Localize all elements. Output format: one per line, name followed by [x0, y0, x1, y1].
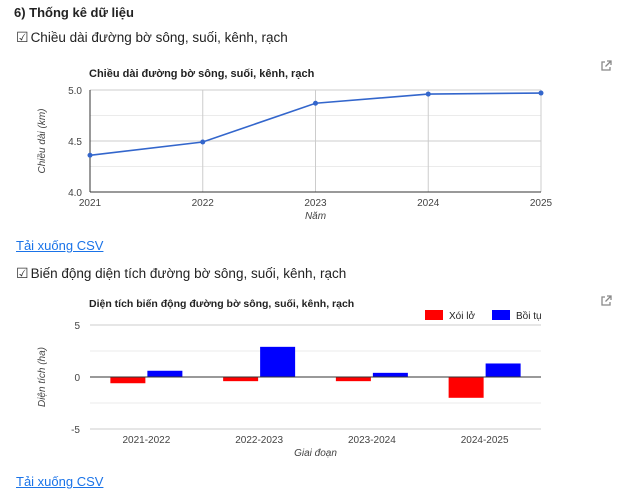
- data-point: [87, 152, 93, 158]
- x-tick-label: 2024: [417, 198, 440, 209]
- download-csv-link-1[interactable]: Tải xuống CSV: [16, 238, 104, 253]
- bar: [223, 377, 259, 382]
- check-icon[interactable]: ☑: [16, 265, 29, 281]
- bar: [372, 372, 408, 377]
- chart1-toggle-label: Chiều dài đường bờ sông, suối, kênh, rạc…: [30, 30, 288, 45]
- data-point: [200, 139, 206, 145]
- x-tick-label: 2024-2025: [461, 435, 509, 446]
- external-link-icon[interactable]: [600, 60, 612, 72]
- x-axis-label: Năm: [305, 211, 326, 222]
- y-tick-label: 5.0: [68, 86, 82, 97]
- y-tick-label: 4.5: [68, 137, 82, 148]
- y-axis-label: Chiều dài (km): [36, 108, 48, 173]
- legend-label: Bồi tụ: [516, 310, 542, 322]
- section-title: 6) Thống kê dữ liệu: [14, 5, 134, 20]
- x-axis-label: Giai đoạn: [294, 448, 337, 459]
- bar-chart: Diện tích biến động đường bờ sông, suối,…: [37, 298, 542, 459]
- bar: [448, 377, 484, 398]
- download-csv-link-2[interactable]: Tải xuống CSV: [16, 474, 104, 489]
- legend-swatch: [425, 310, 443, 320]
- chart2-toggle-label: Biến động diện tích đường bờ sông, suối,…: [30, 266, 347, 281]
- line-chart: Chiều dài đường bờ sông, suối, kênh, rạc…: [36, 68, 553, 222]
- chart1-toggle[interactable]: ☑ Chiều dài đường bờ sông, suối, kênh, r…: [16, 29, 288, 46]
- legend-swatch: [492, 310, 510, 320]
- x-tick-label: 2021-2022: [122, 435, 170, 446]
- data-point: [538, 90, 544, 96]
- line-chart-container: Chiều dài đường bờ sông, suối, kênh, rạc…: [14, 55, 618, 230]
- bar: [485, 363, 521, 377]
- x-tick-label: 2023-2024: [348, 435, 396, 446]
- bar: [335, 377, 371, 382]
- bar: [147, 370, 183, 377]
- chart-title: Diện tích biến động đường bờ sông, suối,…: [89, 298, 354, 310]
- x-tick-label: 2023: [304, 198, 327, 209]
- x-tick-label: 2025: [530, 198, 553, 209]
- data-point: [425, 91, 431, 97]
- chart-title: Chiều dài đường bờ sông, suối, kênh, rạc…: [89, 68, 315, 80]
- y-tick-label: 4.0: [68, 188, 82, 199]
- bar: [110, 377, 146, 384]
- data-point: [313, 100, 318, 106]
- y-tick-label: 0: [74, 373, 80, 384]
- x-tick-label: 2022: [192, 198, 215, 209]
- chart2-toggle[interactable]: ☑ Biến động diện tích đường bờ sông, suố…: [16, 265, 346, 282]
- y-tick-label: -5: [71, 425, 80, 436]
- check-icon[interactable]: ☑: [16, 29, 29, 45]
- y-tick-label: 5: [74, 321, 80, 332]
- bar-chart-container: Diện tích biến động đường bờ sông, suối,…: [14, 290, 618, 465]
- x-tick-label: 2022-2023: [235, 435, 283, 446]
- legend-label: Xói lở: [449, 310, 475, 322]
- y-axis-label: Diện tích (ha): [37, 347, 48, 407]
- bar: [260, 346, 296, 377]
- x-tick-label: 2021: [79, 198, 102, 209]
- external-link-icon[interactable]: [600, 295, 612, 307]
